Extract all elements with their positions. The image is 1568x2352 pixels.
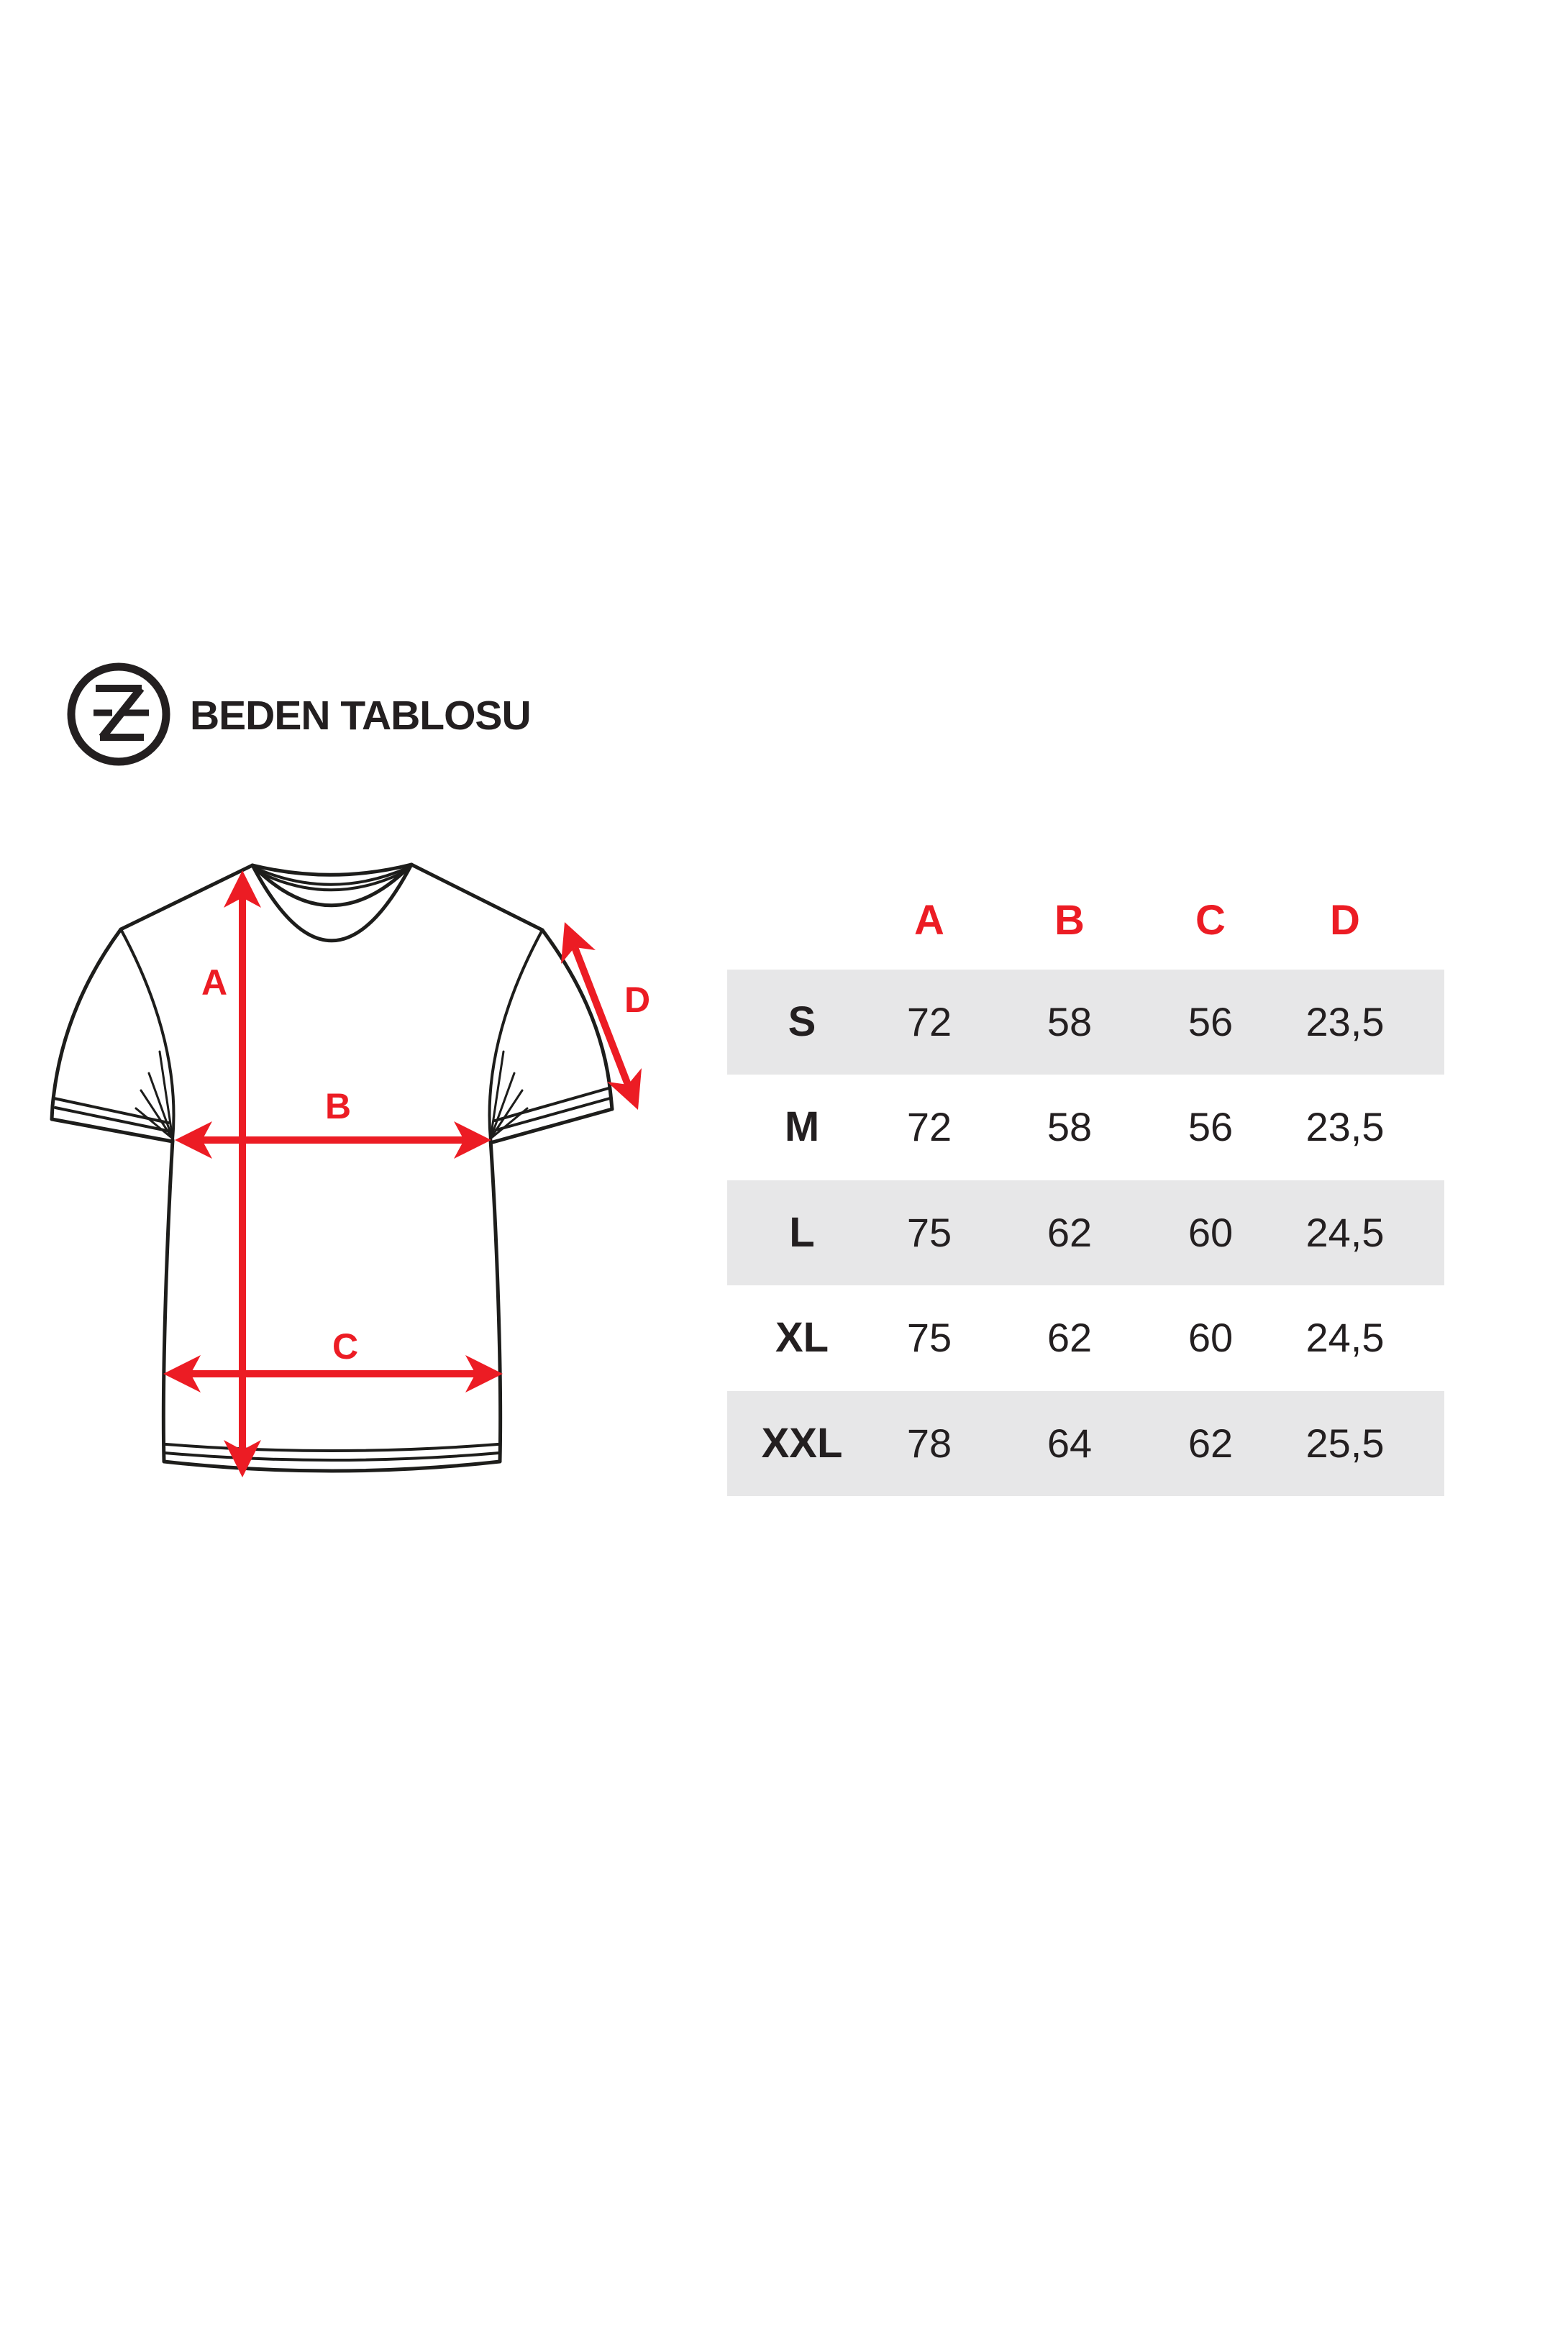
measure-arrow-d [561, 922, 642, 1110]
value-a: 75 [906, 1209, 952, 1255]
value-d: 24,5 [1305, 1315, 1385, 1361]
value-c: 60 [1188, 1209, 1234, 1255]
table-row: XXL 78 64 62 25,5 [727, 1390, 1444, 1496]
measure-label-d: D [624, 980, 650, 1020]
size-table-body: S 72 58 56 23,5 M 72 58 56 23,5 L 75 62 … [727, 970, 1444, 1496]
table-row: L 75 62 60 24,5 [727, 1180, 1444, 1286]
size-label: XXL [761, 1419, 843, 1467]
value-c: 56 [1188, 999, 1234, 1044]
value-b: 62 [1047, 1315, 1093, 1361]
measure-arrow-b [175, 1121, 491, 1159]
value-a: 75 [906, 1315, 952, 1361]
size-table-header: A B C D [727, 899, 1444, 942]
measure-label-c: C [332, 1326, 358, 1367]
value-a: 72 [906, 1104, 952, 1150]
column-header-b: B [1054, 897, 1085, 944]
armpit-wrinkles-left [135, 1050, 174, 1140]
armpit-wrinkles-right [489, 1050, 529, 1140]
size-label: M [784, 1103, 820, 1151]
column-header-d: D [1330, 897, 1360, 944]
measure-arrow-c [163, 1355, 503, 1392]
value-b: 62 [1047, 1209, 1093, 1255]
value-d: 23,5 [1305, 1104, 1385, 1150]
size-label: L [789, 1208, 815, 1256]
value-a: 72 [906, 999, 952, 1044]
measure-label-a: A [201, 962, 227, 1003]
value-b: 58 [1047, 999, 1093, 1044]
table-row: M 72 58 56 23,5 [727, 1075, 1444, 1180]
measure-label-b: B [325, 1086, 351, 1126]
value-c: 62 [1188, 1420, 1234, 1466]
page-title: BEDEN TABLOSU [190, 693, 532, 739]
value-d: 23,5 [1305, 999, 1385, 1044]
tshirt-outline [50, 862, 614, 1473]
size-table: A B C D S 72 58 56 23,5 M 72 58 56 23,5 … [727, 899, 1444, 1498]
value-c: 56 [1188, 1104, 1234, 1150]
table-row: S 72 58 56 23,5 [727, 970, 1444, 1075]
size-label: S [788, 998, 816, 1045]
table-row: XL 75 62 60 24,5 [727, 1285, 1444, 1390]
value-d: 24,5 [1305, 1209, 1385, 1255]
measure-arrow-a [224, 870, 261, 1477]
value-a: 78 [906, 1420, 952, 1466]
value-c: 60 [1188, 1315, 1234, 1361]
column-header-a: A [914, 897, 944, 944]
value-b: 64 [1047, 1420, 1093, 1466]
value-d: 25,5 [1305, 1420, 1385, 1466]
column-header-c: C [1195, 897, 1226, 944]
size-label: XL [775, 1314, 829, 1362]
value-b: 58 [1047, 1104, 1093, 1150]
